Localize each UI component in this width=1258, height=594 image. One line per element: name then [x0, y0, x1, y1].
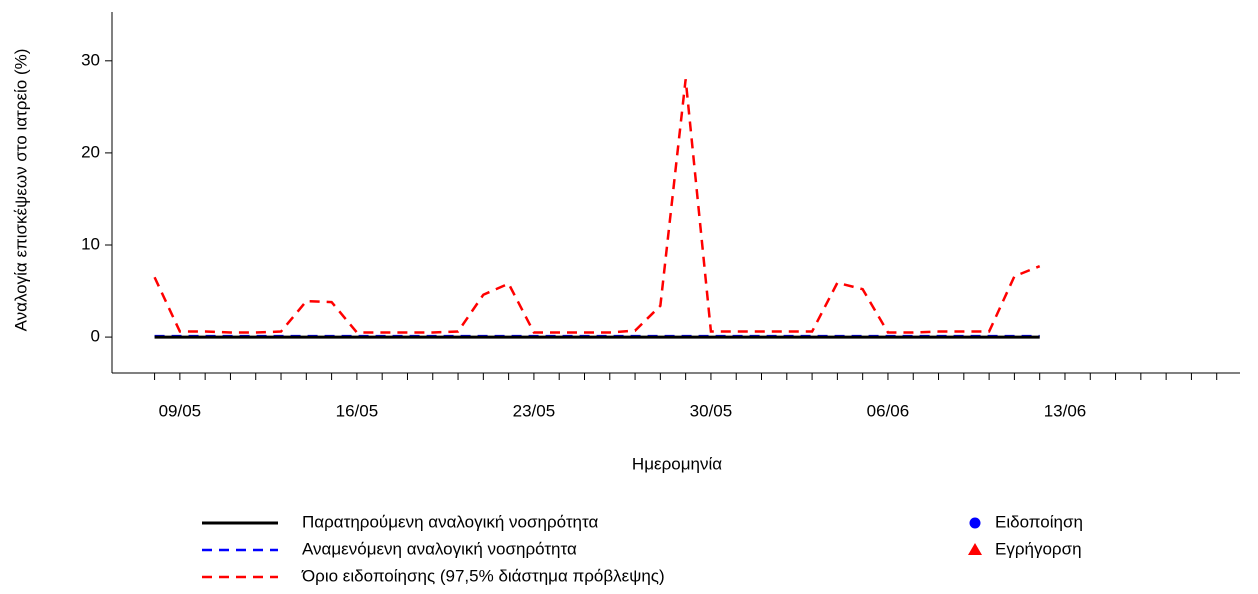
x-tick-label: 06/06	[867, 401, 910, 420]
legend-marker	[968, 543, 982, 555]
x-tick-label: 23/05	[513, 401, 556, 420]
y-tick-label: 10	[81, 234, 100, 253]
y-tick-label: 30	[81, 50, 100, 69]
legend-label: Ειδοποίηση	[995, 512, 1083, 531]
legend-marker	[969, 517, 981, 529]
y-tick-label: 0	[91, 327, 100, 346]
legend-label: Αναμενόμενη αναλογική νοσηρότητα	[302, 539, 577, 558]
x-tick-label: 16/05	[336, 401, 379, 420]
legend-label: Εγρήγορση	[995, 539, 1082, 558]
legend-label: Παρατηρούμενη αναλογική νοσηρότητα	[302, 512, 598, 531]
x-tick-label: 09/05	[159, 401, 202, 420]
legend-label: Όριο ειδοποίησης (97,5% διάστημα πρόβλεψ…	[301, 566, 665, 585]
y-axis-title: Αναλογία επισκέψεων στο ιατρείο (%)	[11, 49, 30, 332]
y-tick-label: 20	[81, 142, 100, 161]
x-axis-title: Ημερομηνία	[632, 454, 722, 473]
x-tick-label: 13/06	[1044, 401, 1087, 420]
series-line	[153, 79, 1041, 334]
x-tick-label: 30/05	[690, 401, 733, 420]
